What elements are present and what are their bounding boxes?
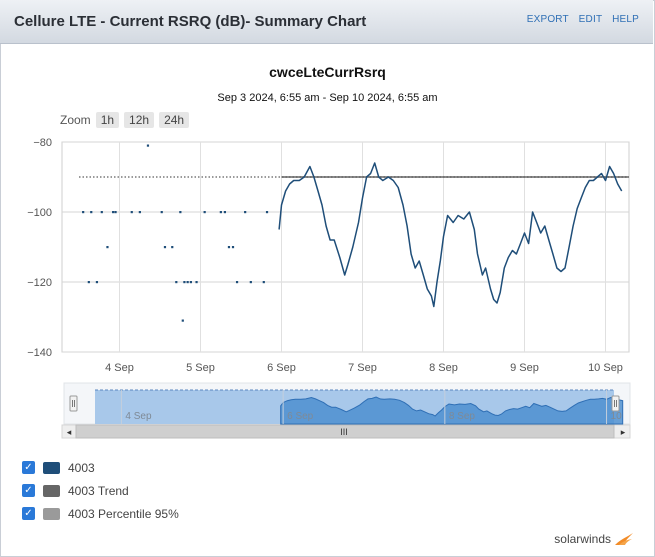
- navigator-left-handle[interactable]: [69, 395, 78, 412]
- data-point: [112, 211, 115, 214]
- navigator-right-handle[interactable]: [611, 395, 620, 412]
- x-tick-label: 5 Sep: [186, 362, 215, 374]
- data-point: [219, 211, 222, 214]
- data-point: [114, 211, 117, 214]
- checkbox-icon[interactable]: ✓: [22, 507, 35, 520]
- legend: ✓ 4003 ✓ 4003 Trend ✓ 4003 Percentile 95…: [22, 456, 179, 525]
- legend-swatch: [43, 507, 60, 520]
- data-point: [82, 211, 85, 214]
- legend-item-4003[interactable]: ✓ 4003: [22, 456, 179, 479]
- flame-icon: [615, 533, 633, 545]
- zoom-label: Zoom: [60, 113, 91, 127]
- brand-logo: solarwinds: [554, 531, 635, 547]
- chart-subtitle: Sep 3 2024, 6:55 am - Sep 10 2024, 6:55 …: [217, 92, 438, 104]
- brand-name: solarwinds: [554, 532, 611, 546]
- legend-item-trend[interactable]: ✓ 4003 Trend: [22, 479, 179, 502]
- help-link[interactable]: HELP: [612, 14, 639, 25]
- checkbox-icon[interactable]: ✓: [22, 461, 35, 474]
- data-point: [100, 211, 103, 214]
- header-links: EXPORT EDIT HELP: [520, 14, 639, 25]
- x-tick-label: 7 Sep: [348, 362, 377, 374]
- data-point: [87, 281, 90, 284]
- data-point: [179, 211, 182, 214]
- scrollbar-thumb[interactable]: [75, 424, 615, 439]
- export-link[interactable]: EXPORT: [526, 14, 569, 25]
- chart-title: cwceLteCurrRsrq: [269, 64, 386, 80]
- data-point: [195, 281, 198, 284]
- scroll-right-arrow-icon[interactable]: ▸: [621, 428, 626, 438]
- data-point: [90, 211, 93, 214]
- zoom-24h-button[interactable]: 24h: [159, 112, 190, 128]
- scroll-left-arrow-icon[interactable]: ◂: [67, 428, 72, 438]
- y-tick-label: −100: [27, 207, 52, 219]
- data-point: [183, 281, 186, 284]
- checkbox-icon[interactable]: ✓: [22, 484, 35, 497]
- data-point: [175, 281, 178, 284]
- navigator-series: [280, 396, 624, 425]
- x-tick-label: 10 Sep: [588, 362, 623, 374]
- legend-item-percentile[interactable]: ✓ 4003 Percentile 95%: [22, 502, 179, 525]
- data-point: [249, 281, 252, 284]
- series-line: [278, 162, 623, 308]
- scrollbar-grip: III: [340, 427, 348, 437]
- x-tick-label: 9 Sep: [510, 362, 539, 374]
- x-tick-label: 6 Sep: [267, 362, 296, 374]
- data-point: [186, 281, 189, 284]
- data-point: [130, 211, 133, 214]
- panel-header: Cellure LTE - Current RSRQ (dB)- Summary…: [0, 0, 653, 44]
- panel-title: Cellure LTE - Current RSRQ (dB)- Summary…: [14, 13, 367, 30]
- data-point: [262, 281, 265, 284]
- y-tick-label: −120: [27, 277, 52, 289]
- zoom-1h-button[interactable]: 1h: [95, 112, 120, 128]
- data-point: [160, 211, 163, 214]
- legend-label: 4003 Trend: [68, 483, 129, 498]
- navigator-tick-label: 4 Sep: [125, 411, 152, 422]
- data-point: [244, 211, 247, 214]
- legend-label: 4003 Percentile 95%: [68, 506, 179, 521]
- data-point: [231, 246, 235, 249]
- legend-label: 4003: [68, 460, 95, 475]
- data-point: [146, 144, 150, 147]
- data-point: [235, 281, 239, 284]
- data-point: [189, 281, 192, 284]
- data-point: [203, 211, 206, 214]
- data-point: [138, 211, 141, 214]
- x-tick-label: 4 Sep: [105, 362, 134, 374]
- data-point: [163, 246, 167, 249]
- navigator-tick-label: 8 Sep: [449, 411, 476, 422]
- zoom-controls: Zoom 1h 12h 24h: [60, 112, 190, 128]
- navigator-tick-label: 10: [611, 411, 623, 422]
- data-point: [95, 281, 99, 284]
- plot-area: [61, 141, 630, 353]
- data-point: [265, 211, 269, 214]
- y-tick-label: −140: [27, 347, 52, 359]
- zoom-12h-button[interactable]: 12h: [124, 112, 155, 128]
- data-point: [181, 319, 184, 322]
- data-point: [227, 246, 231, 249]
- legend-swatch: [43, 484, 60, 497]
- data-point: [171, 246, 174, 249]
- data-point: [106, 246, 109, 249]
- data-point: [223, 211, 227, 214]
- y-tick-label: −80: [33, 137, 52, 149]
- legend-swatch: [43, 461, 60, 474]
- edit-link[interactable]: EDIT: [578, 14, 603, 25]
- navigator-tick-label: 6 Sep: [287, 411, 314, 422]
- x-tick-label: 8 Sep: [429, 362, 458, 374]
